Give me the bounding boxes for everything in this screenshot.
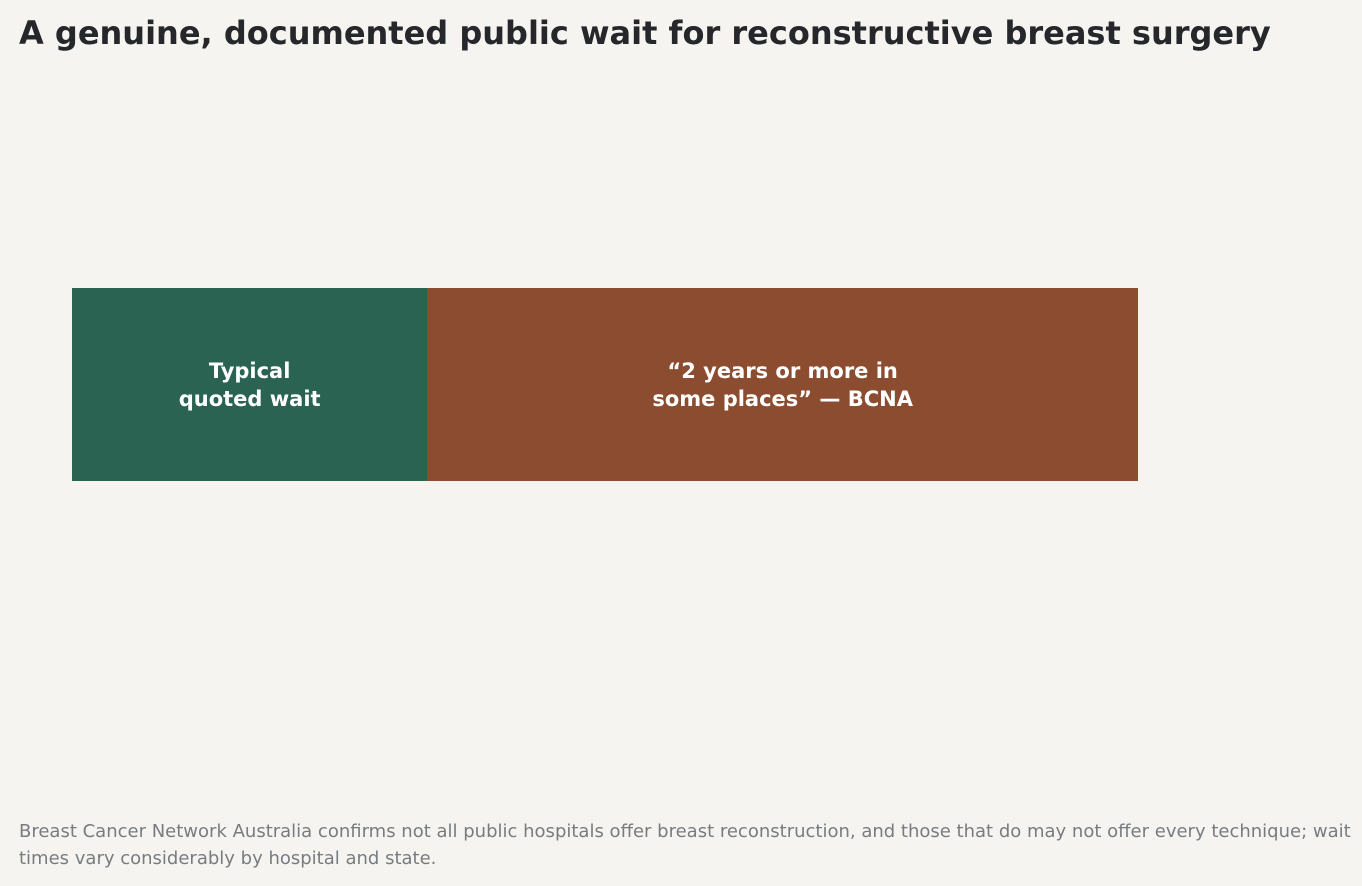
segment-label: “2 years or more in some places” — BCNA [652, 358, 913, 411]
plot-area: Typical quoted wait “2 years or more in s… [72, 288, 1138, 481]
segment-label: Typical quoted wait [178, 358, 321, 411]
chart-title: A genuine, documented public wait for re… [19, 14, 1271, 52]
bar-segment: Typical quoted wait [72, 288, 428, 481]
footnote: Breast Cancer Network Australia confirms… [19, 821, 1351, 869]
bar-segment: “2 years or more in some places” — BCNA [427, 288, 1138, 481]
